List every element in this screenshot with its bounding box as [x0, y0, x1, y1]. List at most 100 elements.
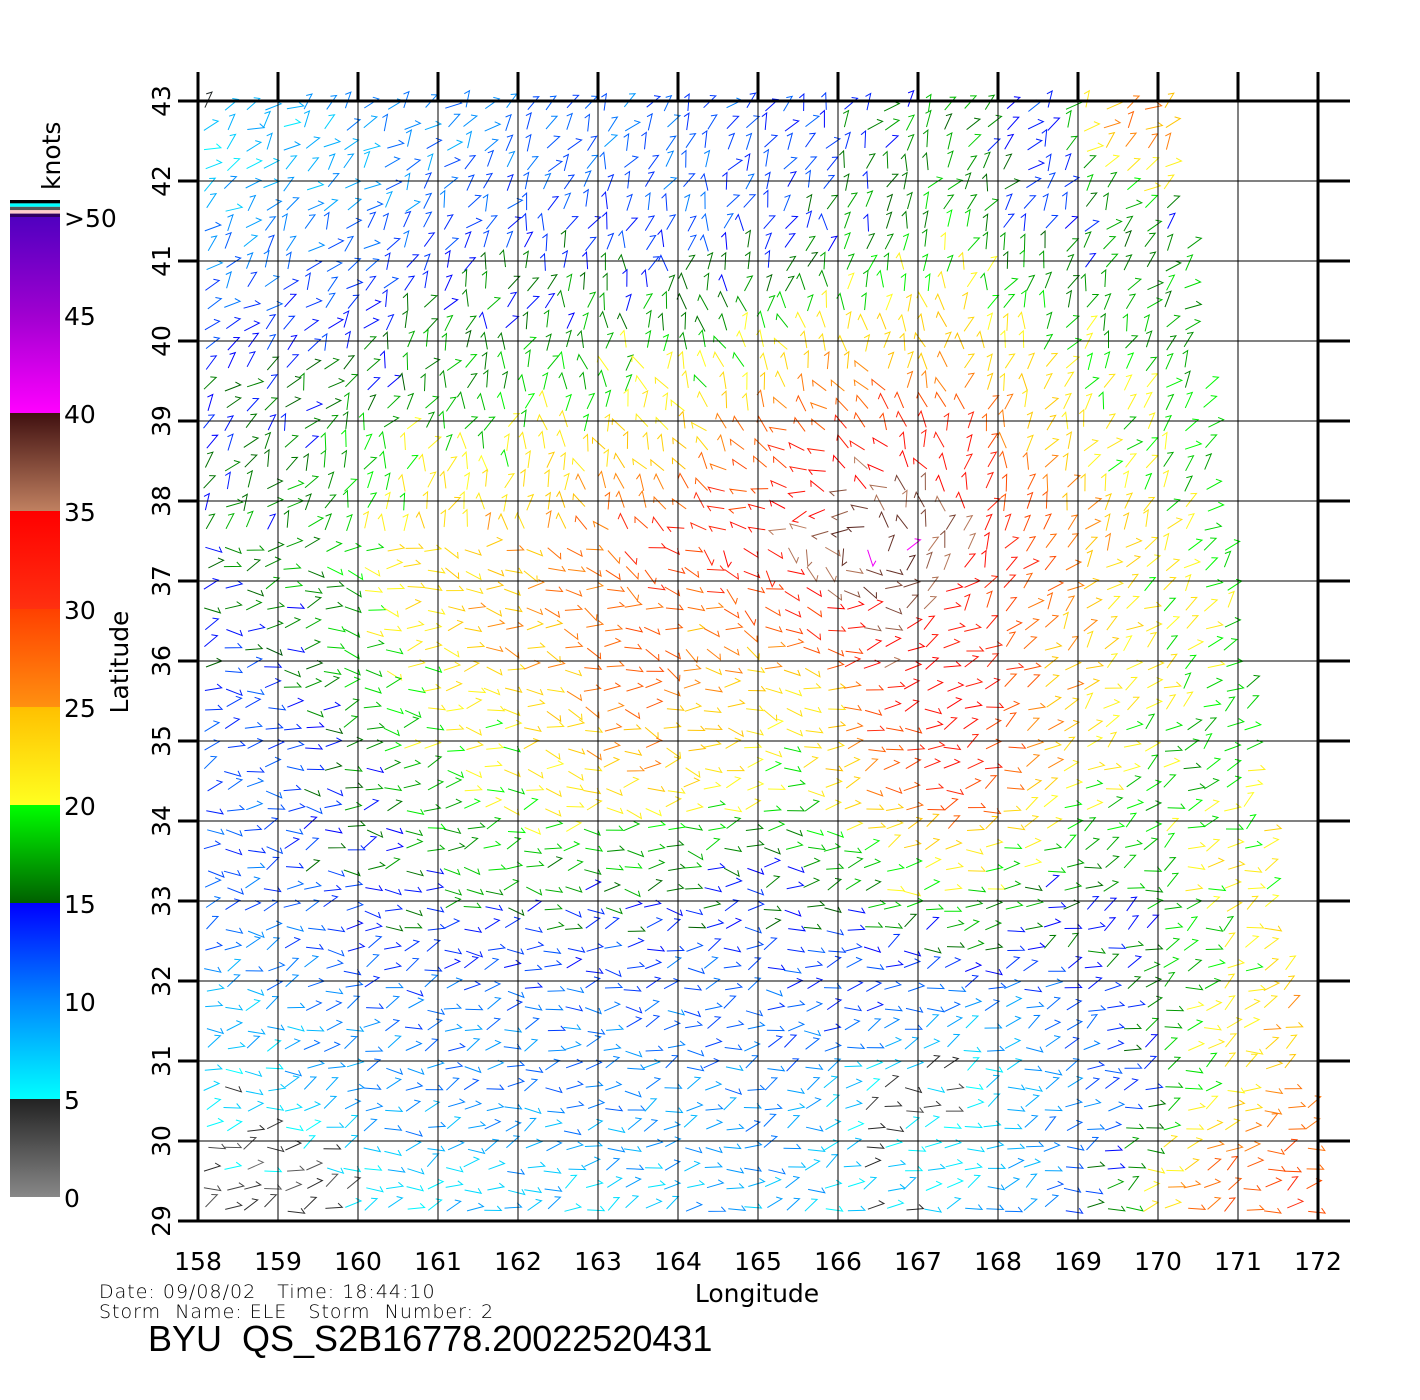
wind-barb	[678, 271, 688, 290]
wind-barb	[1144, 472, 1153, 490]
wind-barb	[1206, 895, 1221, 909]
wind-barb	[385, 190, 393, 208]
wind-barb	[646, 95, 662, 108]
wind-barb	[446, 977, 463, 989]
wind-barb	[824, 1179, 843, 1189]
wind-barb	[307, 200, 325, 211]
wind-barb	[1145, 944, 1164, 951]
wind-barb	[343, 153, 355, 169]
wind-barb	[747, 756, 764, 768]
wind-barb	[648, 154, 660, 170]
wind-barb	[367, 394, 377, 411]
wind-barb	[725, 622, 744, 631]
wind-barb	[1184, 1158, 1200, 1171]
wind-barb	[1245, 779, 1264, 788]
wind-barb	[245, 1089, 264, 1096]
wind-barb	[1143, 508, 1149, 527]
wind-barb	[344, 606, 362, 614]
wind-barb	[764, 171, 771, 190]
wind-barb	[1107, 1205, 1126, 1212]
wind-barb	[1007, 824, 1026, 831]
wind-barb	[625, 354, 634, 371]
wind-barb	[505, 606, 523, 613]
wind-barb	[705, 1080, 723, 1091]
wind-barb	[1188, 1040, 1206, 1051]
wind-barb	[964, 372, 976, 388]
wind-barb	[988, 982, 1007, 990]
wind-barb	[704, 1002, 723, 1011]
wind-barb	[1086, 661, 1105, 669]
wind-barb	[943, 1056, 960, 1069]
wind-barb	[445, 396, 458, 412]
wind-barb	[846, 567, 864, 574]
wind-barb	[343, 310, 350, 328]
wind-barb	[927, 679, 944, 691]
wind-barb	[226, 695, 243, 708]
wind-barb	[526, 493, 535, 511]
wind-barb	[787, 866, 805, 874]
wind-barb	[524, 1107, 542, 1115]
wind-barb	[725, 667, 744, 674]
wind-barb	[384, 252, 391, 270]
wind-barb	[227, 804, 246, 812]
wind-barb	[1188, 1204, 1207, 1210]
wind-barb	[624, 120, 642, 132]
wind-barb	[607, 845, 626, 852]
wind-barb	[681, 149, 687, 168]
wind-barb	[1226, 657, 1244, 667]
wind-barb	[926, 783, 945, 790]
wind-barb	[481, 270, 488, 289]
wind-barb	[805, 114, 821, 127]
wind-barb	[304, 536, 321, 548]
wind-barb	[425, 318, 439, 332]
wind-barb	[724, 1088, 743, 1096]
wind-barb	[985, 471, 995, 489]
wind-barb	[565, 669, 583, 677]
wind-barb	[746, 646, 760, 661]
wind-barb	[1003, 805, 1022, 812]
wind-barb	[788, 547, 799, 565]
wind-barb	[224, 770, 242, 777]
wind-barb	[964, 553, 977, 568]
x-axis-label: Longitude	[695, 1279, 819, 1308]
wind-barb	[586, 154, 599, 169]
wind-barb	[462, 508, 468, 527]
wind-barb	[426, 137, 443, 150]
wind-barb	[446, 1116, 462, 1129]
wind-barb	[967, 1098, 985, 1109]
wind-barb	[1127, 1000, 1146, 1008]
wind-barb	[547, 985, 566, 992]
wind-barb	[1186, 615, 1200, 629]
wind-barb	[607, 550, 621, 565]
wind-barb	[284, 1103, 303, 1112]
wind-barb	[1103, 119, 1122, 129]
wind-barb	[327, 471, 335, 489]
wind-barb	[227, 887, 245, 895]
wind-barb	[1107, 1163, 1126, 1170]
colorbar-swatch	[10, 200, 60, 204]
wind-barb	[507, 216, 523, 230]
wind-barb	[385, 1019, 401, 1032]
wind-barb	[725, 917, 743, 929]
wind-barb	[666, 214, 677, 230]
wind-barb	[365, 299, 382, 311]
wind-barb	[607, 116, 619, 132]
wind-barb	[567, 946, 586, 953]
wind-barb	[366, 1003, 385, 1009]
wind-barb	[678, 410, 686, 429]
wind-barb	[1128, 1162, 1147, 1169]
wind-barb	[901, 171, 908, 190]
wind-barb	[1044, 934, 1057, 949]
wind-barb	[666, 907, 684, 917]
wind-barb	[764, 1176, 782, 1188]
wind-barb	[405, 199, 422, 212]
wind-barb	[283, 509, 290, 528]
wind-barb	[305, 136, 321, 149]
wind-barb	[1205, 944, 1224, 950]
wind-barb	[386, 707, 404, 715]
wind-barb	[1023, 195, 1037, 209]
wind-barb	[1223, 550, 1232, 568]
wind-barb	[444, 156, 462, 168]
wind-barb	[268, 704, 287, 711]
wind-barb	[327, 566, 344, 576]
